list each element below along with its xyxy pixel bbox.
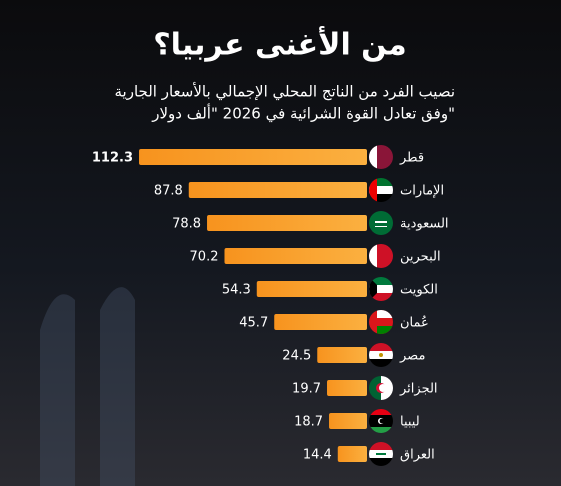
- bar: [224, 248, 367, 264]
- bar: [207, 215, 367, 231]
- category-label: العراق: [400, 448, 435, 463]
- value-label: 19.7: [292, 382, 321, 397]
- value-label: 87.8: [154, 184, 183, 199]
- category-label: الجزائر: [399, 382, 438, 397]
- value-label: 70.2: [190, 250, 219, 265]
- bar: [256, 281, 367, 297]
- flags: [369, 145, 393, 466]
- category-label: الإمارات: [400, 184, 444, 199]
- value-label: 112.3: [92, 151, 133, 166]
- category-label: عُمان: [400, 315, 429, 331]
- bar: [317, 347, 367, 363]
- value-label: 14.4: [303, 448, 332, 463]
- bar: [327, 380, 367, 396]
- category-label: مصر: [399, 349, 425, 364]
- bar: [329, 413, 367, 429]
- subtitle: نصيب الفرد من الناتج المحلي الإجمالي بال…: [115, 82, 455, 102]
- category-label: الكويت: [400, 283, 438, 298]
- value-label: 18.7: [294, 415, 323, 430]
- category-label: ليبيا: [400, 415, 420, 430]
- value-label: 54.3: [222, 283, 251, 298]
- bar: [139, 149, 367, 165]
- category-label: السعودية: [400, 217, 449, 232]
- category-label: البحرين: [400, 250, 441, 265]
- bar: [337, 446, 367, 462]
- bar: [274, 314, 367, 330]
- value-label: 24.5: [282, 349, 311, 364]
- value-label: 45.7: [239, 316, 268, 331]
- category-label: قطر: [399, 151, 424, 166]
- chart-title: من الأغنى عربيا؟: [153, 26, 407, 63]
- value-label: 78.8: [172, 217, 201, 232]
- subtitle: وفق تعادل القوة الشرائية في 2026 "ألف دو…: [151, 104, 455, 124]
- bar: [188, 182, 367, 198]
- skyline: [40, 287, 135, 486]
